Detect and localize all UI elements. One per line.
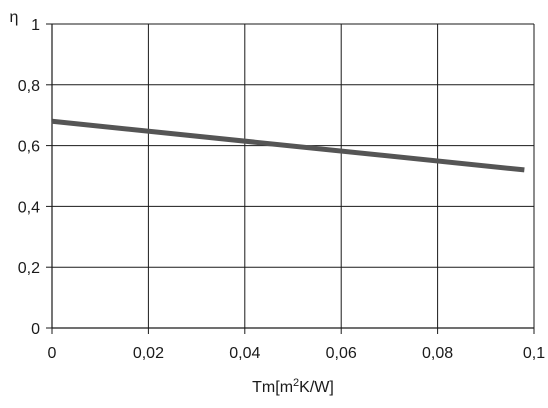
- x-axis-label-tail: K/W]: [299, 379, 334, 396]
- y-tick-label: 0: [31, 321, 40, 338]
- x-tick-label: 0,04: [229, 345, 260, 362]
- grid-layer: [52, 23, 535, 328]
- x-axis-label-main: Tm[m: [252, 379, 293, 396]
- x-tick-label: 0,08: [422, 345, 453, 362]
- x-tick-label: 0: [48, 345, 57, 362]
- y-tick-label: 0,8: [18, 78, 40, 95]
- x-tick-label: 0,02: [133, 345, 164, 362]
- series-layer: [51, 118, 525, 173]
- y-tick-label: 0,4: [18, 199, 40, 216]
- y-tick-label: 0,2: [18, 260, 40, 277]
- y-axis-label: η: [10, 9, 19, 26]
- x-tick-label: 0,06: [326, 345, 357, 362]
- series-line: [51, 118, 525, 173]
- x-axis-label: Tm[m2K/W]: [252, 377, 334, 396]
- x-axis-label-superscript: 2: [293, 377, 299, 389]
- axes-layer: [46, 23, 535, 334]
- x-tick-label: 0,1: [523, 345, 545, 362]
- y-tick-label: 0,6: [18, 139, 40, 156]
- y-tick-label: 1: [31, 17, 40, 34]
- tick-labels: 0 0,2 0,4 0,6 0,8 1 0 0,02 0,04 0,06 0,08 0,1: [18, 17, 545, 362]
